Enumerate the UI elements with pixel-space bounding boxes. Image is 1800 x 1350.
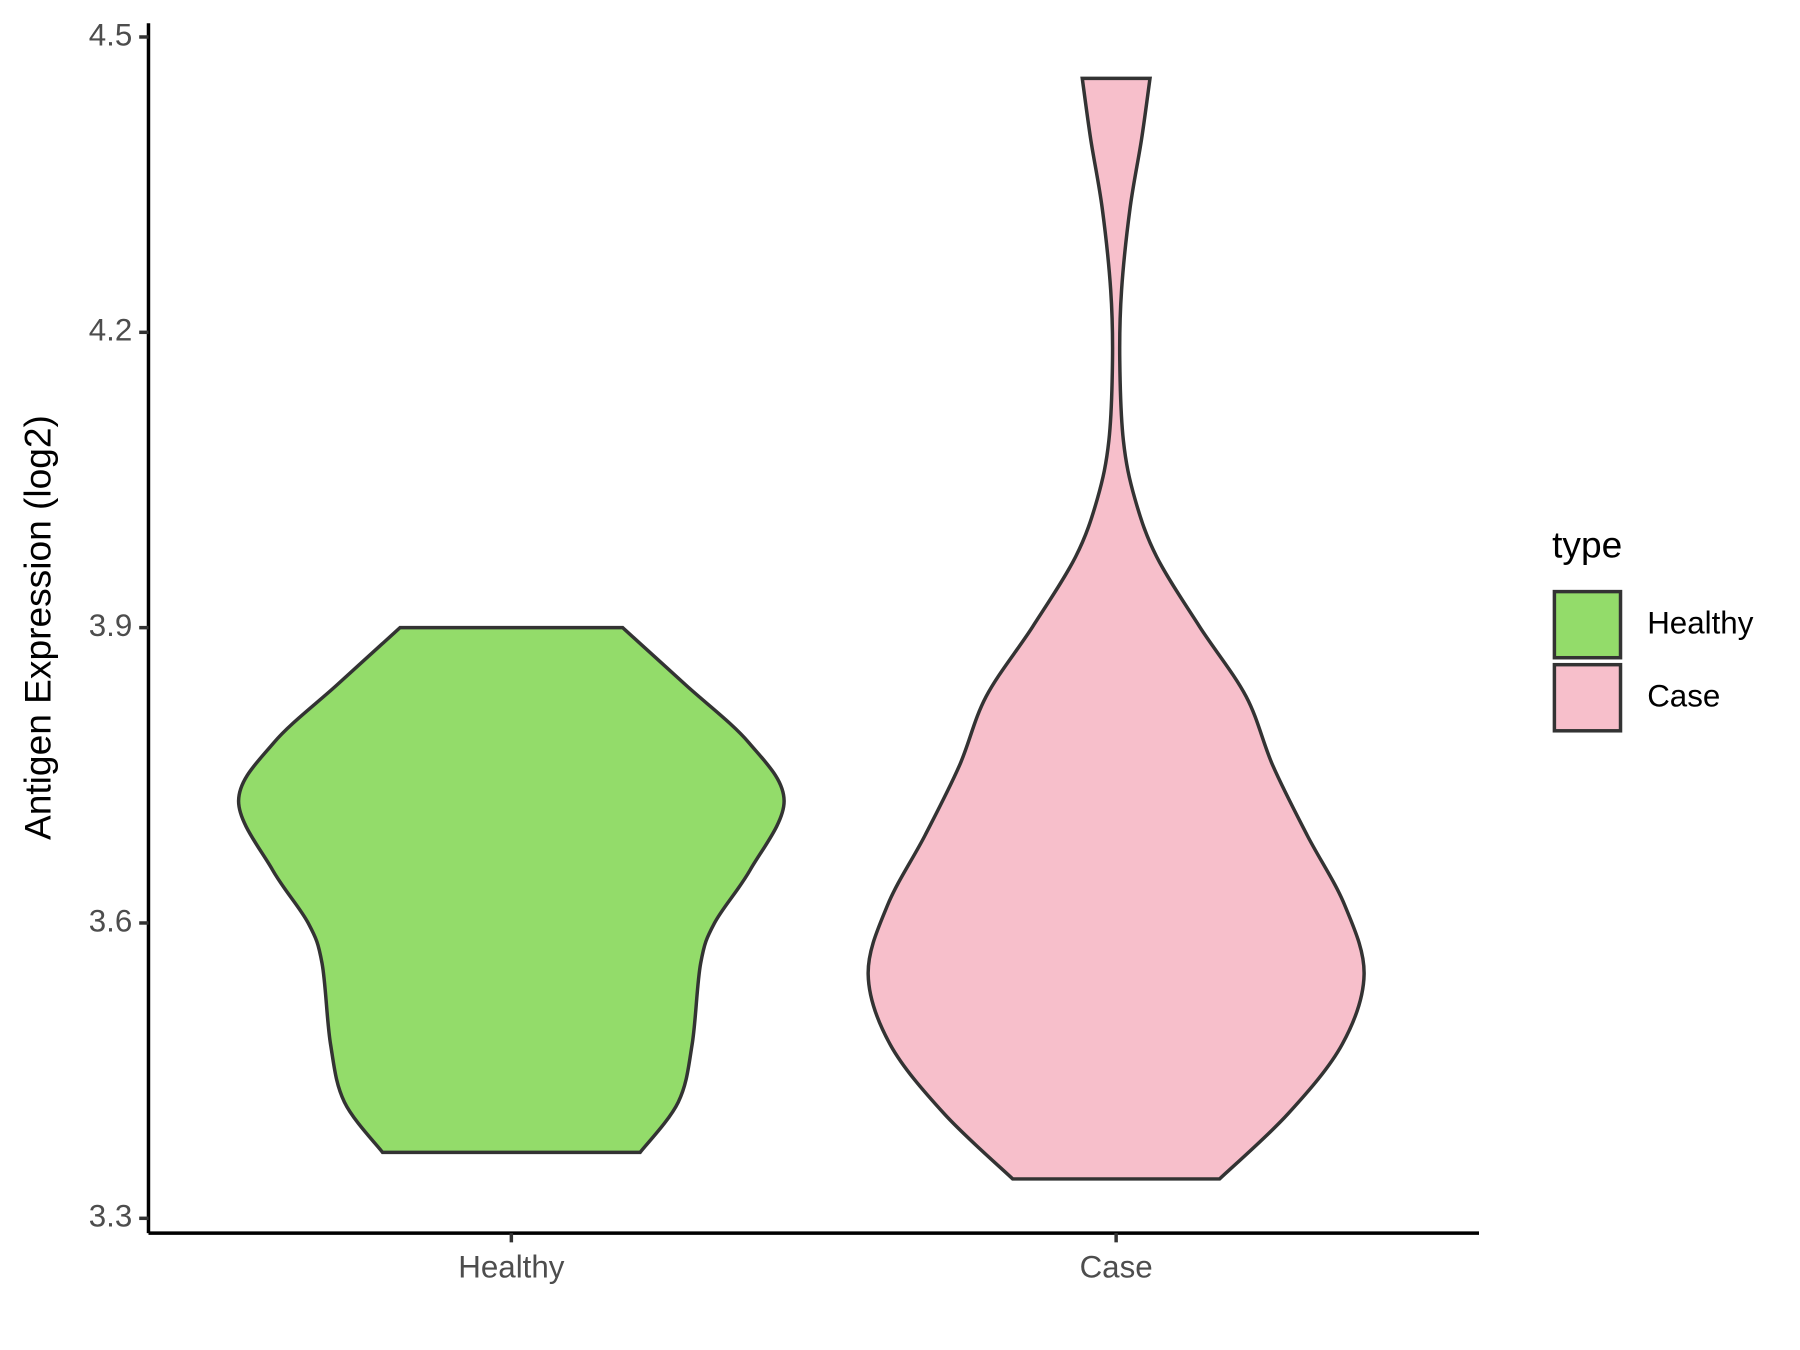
legend-title: type [1552,523,1622,565]
y-tick-label: 3.9 [89,608,133,643]
y-axis-title: Antigen Expression (log2) [16,415,58,840]
x-tick-label: Case [1080,1249,1153,1284]
violin [236,625,786,1155]
legend-key [1552,589,1623,660]
y-tick-label: 4.2 [89,313,133,348]
x-tick-label: Healthy [458,1249,565,1284]
legend-label: Healthy [1647,606,1754,641]
legend-label: Case [1647,679,1720,714]
y-tick-label: 4.5 [89,17,133,52]
legend-key [1552,662,1623,733]
violin [866,76,1366,1181]
y-tick-label: 3.6 [89,903,133,938]
y-tick-label: 3.3 [89,1199,133,1234]
